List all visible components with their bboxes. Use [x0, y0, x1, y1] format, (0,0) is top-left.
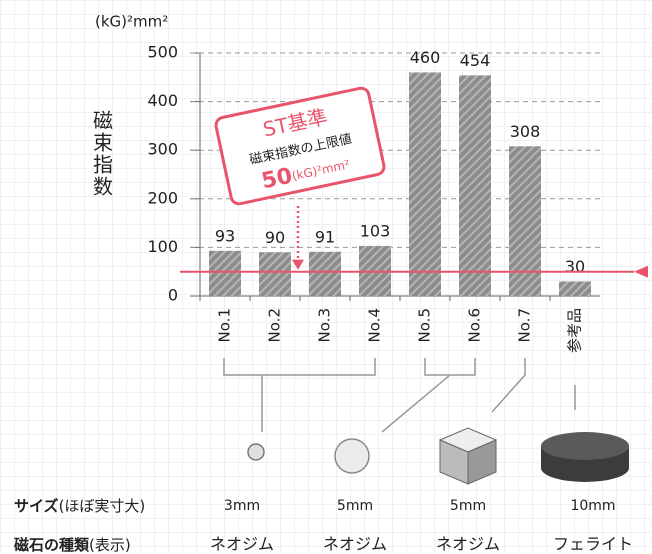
y-unit: (kG)²mm²: [95, 13, 168, 31]
x-tick-label: 参考品: [566, 308, 584, 353]
x-tick-label: No.4: [366, 308, 384, 342]
row-note: (ほぼ実寸大): [59, 497, 146, 515]
row-value: 3mm: [224, 498, 260, 514]
rows: 3mm 5mm 5mm 10mm ネオジム ネオジム ネオジム フェライト: [210, 498, 633, 554]
connector: [491, 358, 526, 413]
connector: [381, 358, 476, 433]
row-value: 10mm: [570, 498, 615, 514]
value-label: 91: [315, 227, 335, 246]
x-tick-label: No.3: [316, 308, 334, 342]
magnet-icon: [438, 427, 498, 485]
x-tick-label: No.2: [266, 308, 284, 342]
row-value: 5mm: [337, 498, 373, 514]
callout-pointer-head: [292, 259, 304, 270]
bar: [559, 281, 591, 296]
y-tick-label: 500: [147, 43, 178, 62]
y-tick-label: 400: [147, 91, 178, 110]
y-tick-label: 0: [168, 286, 178, 305]
value-label: 308: [510, 122, 541, 141]
y-tick-label: 200: [147, 188, 178, 207]
row-value: 5mm: [450, 498, 486, 514]
y-tick-label: 100: [147, 237, 178, 256]
bar: [409, 72, 441, 296]
x-tick-label: No.6: [466, 308, 484, 342]
value-label: 454: [460, 51, 491, 70]
plot: 0 100 200 300 400 500 No.1 93 No.2 90 No.3 91 No.4 10…: [147, 43, 600, 353]
magnet-icon: [247, 443, 265, 461]
row-value: ネオジム: [210, 535, 274, 554]
row-value: ネオジム: [323, 535, 387, 554]
y-title: 磁束指数: [90, 110, 114, 198]
callout: ST基準 磁束指数の上限値 50(kG)²mm²: [214, 86, 386, 206]
connector: [223, 358, 376, 432]
row-label: 磁石の種類(表示): [14, 536, 131, 554]
row-value: フェライト: [553, 535, 633, 554]
reference: [180, 206, 648, 278]
bar: [259, 252, 291, 296]
value-label: 30: [565, 257, 585, 276]
bar: [209, 250, 241, 296]
row-value: ネオジム: [436, 535, 500, 554]
x-tick-label: No.1: [216, 308, 234, 342]
value-label: 90: [265, 228, 285, 247]
callout-number: 50: [259, 164, 294, 195]
row-note: (表示): [89, 536, 131, 554]
reference-arrow: [634, 265, 648, 278]
row-label: サイズ: [14, 497, 59, 515]
row-label: サイズ(ほぼ実寸大): [14, 497, 145, 515]
y-tick-label: 300: [147, 140, 178, 159]
x-tick-label: No.7: [516, 308, 534, 342]
value-label: 460: [410, 48, 441, 67]
bar: [509, 146, 541, 296]
magnet-icon: [334, 438, 370, 474]
bar: [309, 251, 341, 296]
callout-box: [214, 86, 386, 206]
value-label: 103: [360, 221, 391, 240]
value-label: 93: [215, 226, 235, 245]
x-tick-label: No.5: [416, 308, 434, 342]
bar: [459, 75, 491, 296]
magnet-icon: [541, 432, 629, 482]
row-label: 磁石の種類: [14, 536, 90, 554]
